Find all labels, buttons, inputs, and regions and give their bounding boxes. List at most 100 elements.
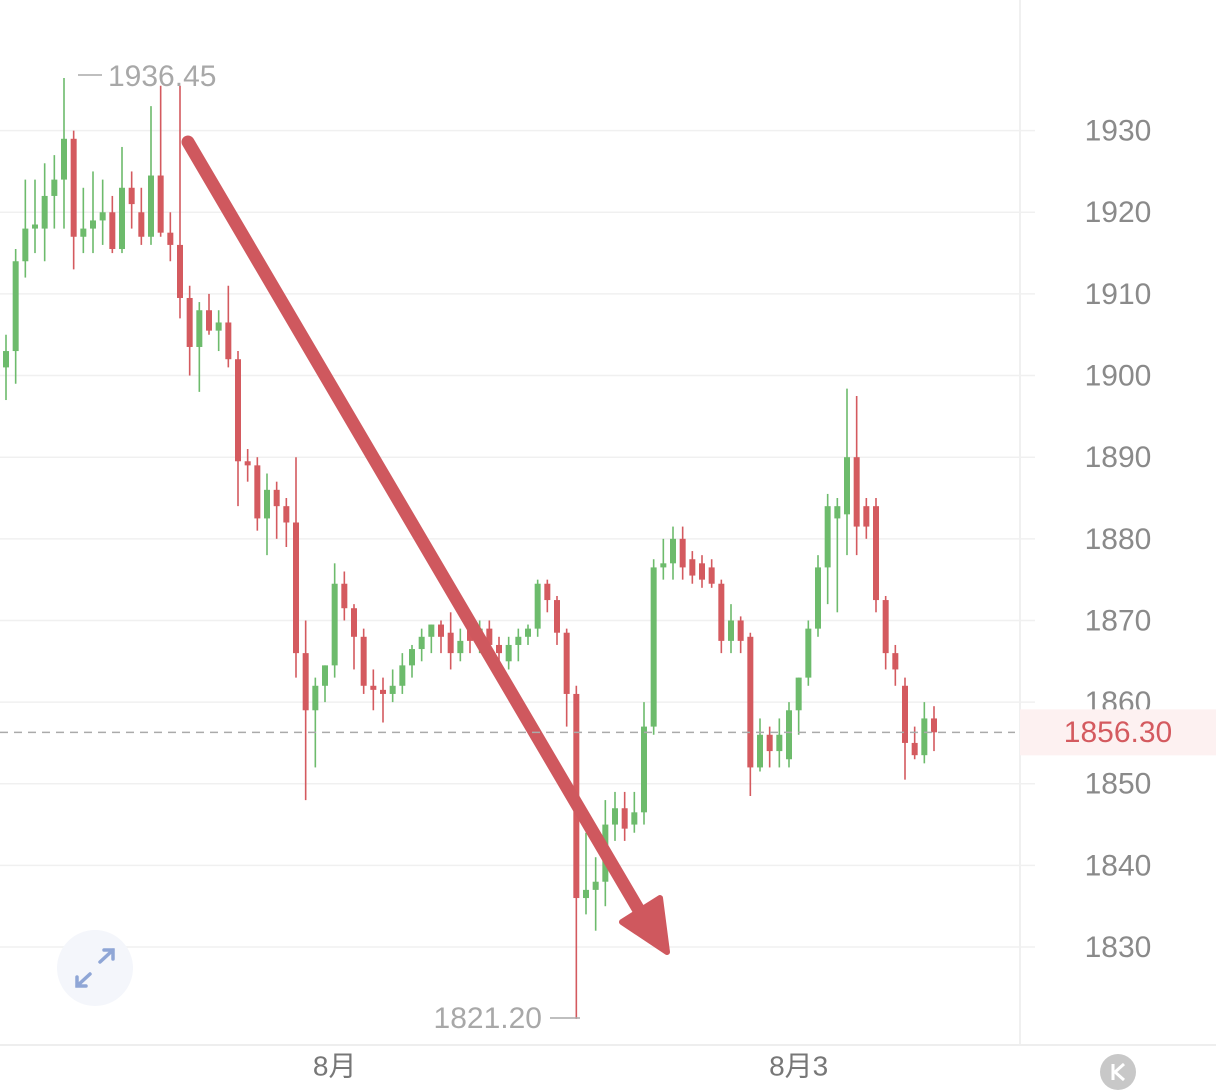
y-tick-label: 1830 (1085, 931, 1152, 964)
y-tick-label: 1840 (1085, 849, 1152, 882)
candle-body (273, 489, 280, 507)
candle-body (844, 457, 850, 515)
y-tick-label: 1920 (1085, 196, 1152, 229)
candle-body (776, 734, 783, 752)
candle-body (815, 567, 821, 629)
candle-body (351, 608, 357, 637)
candle-body (399, 665, 406, 686)
candle-body (409, 649, 415, 666)
candle-body (322, 665, 328, 686)
candle-body (109, 212, 116, 250)
candle-body (699, 563, 705, 580)
candle-body (177, 244, 183, 298)
candle-body (902, 685, 908, 743)
trend-arrow (181, 135, 670, 955)
candle-body (583, 889, 589, 899)
candle-body (99, 212, 106, 221)
candle-body (621, 808, 628, 829)
candle-body (660, 563, 667, 568)
expand-bg[interactable] (57, 930, 133, 1006)
candle-body (650, 567, 657, 727)
y-tick-label: 1880 (1085, 523, 1152, 556)
expand-button[interactable] (57, 930, 133, 1006)
candle-body (486, 628, 493, 645)
candle-body (641, 726, 647, 813)
candle-body (737, 620, 744, 641)
candle-body (3, 351, 9, 368)
candle-body (215, 322, 222, 331)
x-tick-label: 8月 (313, 1050, 357, 1081)
candle-body (757, 734, 763, 768)
arrow-shaft (181, 135, 647, 919)
candle-body (525, 628, 531, 637)
candle-body (370, 685, 377, 690)
candle-body (592, 881, 599, 890)
candle-body (515, 636, 522, 645)
candle-body (341, 583, 348, 609)
candle-body (766, 734, 773, 752)
candle-body (41, 195, 48, 229)
candle-body (544, 583, 551, 601)
candle-body (206, 310, 212, 331)
candle-body (921, 718, 928, 756)
expand-icon[interactable] (75, 948, 115, 988)
candle-body (747, 636, 754, 768)
candle-body (12, 261, 19, 352)
candle-body (22, 228, 29, 262)
candle-body (679, 538, 686, 568)
last-price-bg (1020, 709, 1216, 756)
k-button[interactable] (1100, 1054, 1136, 1090)
candle-body (824, 506, 831, 568)
candle-body (863, 506, 870, 527)
candle-body (718, 583, 725, 641)
min-label: 1821.20 (434, 1002, 542, 1035)
x-tick-label: 8月3 (769, 1050, 828, 1081)
candle-body (389, 685, 396, 694)
candle-body (882, 600, 889, 654)
candle-body (283, 506, 290, 523)
candle-body (554, 600, 560, 633)
candle-body (670, 538, 676, 564)
candle-body (51, 179, 58, 196)
candle-body (32, 224, 38, 229)
candle-body (892, 653, 899, 670)
candle-body (254, 465, 261, 519)
candle-body (534, 583, 541, 629)
candle-body (61, 138, 67, 180)
candle-body (438, 624, 444, 637)
candle-body (728, 620, 734, 641)
candle-body (805, 628, 812, 678)
candle-body (128, 187, 135, 205)
candle-body (244, 461, 251, 466)
candle-body (496, 644, 502, 654)
candle-body (312, 685, 319, 711)
candle-body (264, 489, 270, 519)
candle-body (138, 212, 145, 237)
y-tick-label: 1930 (1085, 115, 1152, 148)
candle-body (428, 624, 435, 637)
candle-body (834, 506, 841, 519)
y-tick-label: 1850 (1085, 768, 1152, 801)
candle-body (380, 689, 386, 694)
candle-body (631, 812, 638, 825)
candle-body (167, 232, 174, 245)
y-tick-label: 1870 (1085, 604, 1152, 637)
candle-body (80, 228, 87, 237)
candle-body (302, 653, 309, 711)
candle-body (931, 718, 937, 733)
candle-body (853, 457, 860, 527)
candle-body (90, 220, 96, 229)
candle-body (225, 322, 232, 360)
k-bg[interactable] (1100, 1054, 1136, 1090)
y-tick-label: 1910 (1085, 278, 1152, 311)
candle-body (563, 632, 570, 694)
candle-body (119, 187, 125, 250)
candle-body (196, 310, 203, 347)
arrow-head (619, 895, 670, 955)
candle-body (873, 506, 879, 601)
k-icon[interactable] (1111, 1062, 1125, 1082)
candle-body (331, 583, 338, 666)
candle-body (447, 632, 454, 654)
